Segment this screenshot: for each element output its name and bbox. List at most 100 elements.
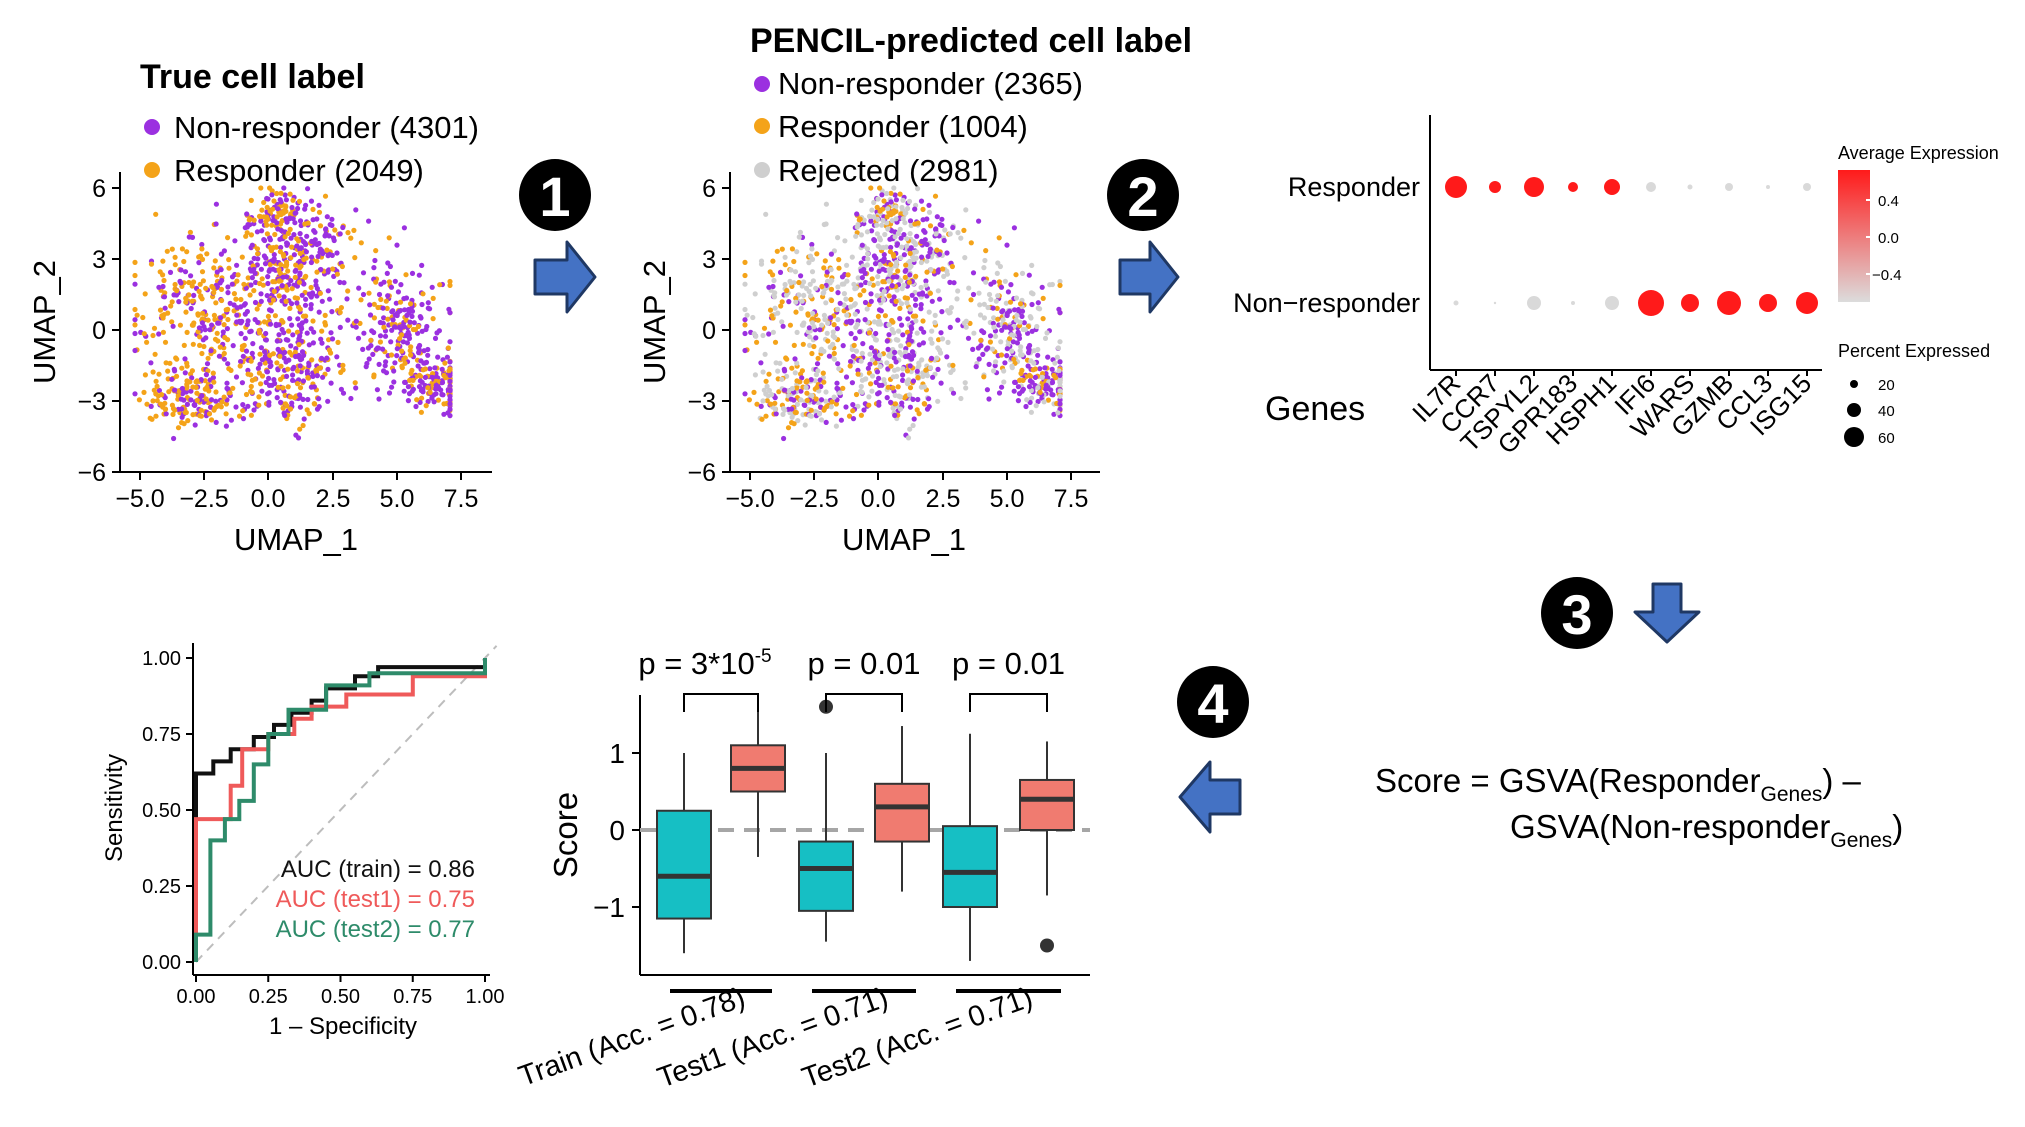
umap-point <box>204 361 211 367</box>
umap-point <box>261 214 267 220</box>
umap-point <box>818 383 824 390</box>
dotplot-gene-labels: IL7RCCR7TSPYL2GPR183HSPH1IFI6WARSGZMBCCL… <box>1406 368 1817 460</box>
umap-point <box>258 298 264 304</box>
umap-point <box>871 253 878 259</box>
significance-bracket <box>825 693 903 712</box>
umap-point <box>166 389 172 395</box>
roc-ticks: 0.00 0.25 0.50 0.75 1.001.000.750.500.250.00 <box>142 648 504 1008</box>
umap-point <box>827 344 833 350</box>
umap-point <box>1013 295 1020 301</box>
umap-point <box>224 380 230 386</box>
umap-point <box>809 256 816 262</box>
umap-point <box>814 384 820 390</box>
umap-point <box>950 362 956 368</box>
umap-point <box>840 343 846 349</box>
umap-point <box>865 256 871 262</box>
umap-point <box>880 217 886 224</box>
umap-point <box>991 368 997 374</box>
umap-point <box>947 231 953 237</box>
umap-point <box>203 285 209 291</box>
umap-point <box>833 423 840 429</box>
umap-point <box>926 209 933 215</box>
step-4-marker: 4 <box>1177 666 1249 738</box>
umap-point <box>914 330 920 336</box>
umap-point <box>848 358 854 365</box>
umap-point <box>266 382 273 388</box>
significance-bracket <box>683 693 759 712</box>
umap-point <box>294 381 301 387</box>
umap-point <box>405 329 411 335</box>
umap-point <box>234 278 240 284</box>
umap-point <box>309 254 315 260</box>
umap-point <box>282 263 288 269</box>
umap-point <box>922 401 928 407</box>
umap-point <box>1011 388 1017 394</box>
umap-point <box>132 306 138 313</box>
umap-point <box>934 355 940 361</box>
legend-colorbar-tick: 0.0 <box>1878 230 1899 247</box>
umap-point <box>920 340 927 346</box>
umap-point <box>211 379 217 385</box>
umap-point <box>835 235 841 241</box>
umap-point <box>810 278 817 284</box>
umap-point <box>245 222 251 228</box>
umap-xtick-label: 0.0 <box>251 485 286 513</box>
umap-point <box>742 272 748 279</box>
umap-point <box>804 378 810 385</box>
umap-point <box>806 325 813 331</box>
umap-point <box>742 281 748 287</box>
umap-point <box>1016 391 1023 397</box>
umap-point <box>763 413 769 419</box>
umap-point <box>999 309 1005 315</box>
umap-point <box>764 383 770 389</box>
umap-point <box>858 282 864 288</box>
umap-point <box>337 279 343 285</box>
umap-point <box>874 293 880 299</box>
umap-point <box>862 376 868 382</box>
umap-point <box>985 304 991 311</box>
dotplot-dot <box>1646 182 1656 192</box>
umap-point <box>149 416 155 422</box>
umap-point <box>1026 372 1033 378</box>
umap-point <box>903 267 909 273</box>
umap-point <box>907 231 913 237</box>
umap-point <box>869 373 876 379</box>
umap-point <box>316 396 322 402</box>
umap-point <box>884 395 890 401</box>
umap-point <box>804 397 810 403</box>
umap-point <box>292 274 298 280</box>
umap-point <box>386 279 392 285</box>
umap-point <box>913 241 919 248</box>
umap-point <box>899 400 905 406</box>
umap-point <box>427 366 433 372</box>
umap-point <box>316 202 322 208</box>
umap-point <box>256 330 263 336</box>
p-value-label: p = 0.01 <box>808 646 921 681</box>
umap-point <box>289 301 295 307</box>
umap-point <box>763 378 769 384</box>
step-4-circle <box>1177 666 1249 738</box>
umap-point <box>976 356 982 362</box>
umap-point <box>888 190 894 196</box>
umap-point <box>788 267 794 273</box>
umap-point <box>389 327 395 333</box>
umap-point <box>402 307 408 313</box>
umap-point <box>209 322 215 328</box>
umap-point <box>947 324 953 330</box>
umap-xtick-label: −5.0 <box>725 485 774 513</box>
umap-point <box>285 230 291 236</box>
umap-point <box>898 278 904 284</box>
umap-point <box>208 383 214 390</box>
umap-point <box>132 330 138 337</box>
umap-point <box>910 422 916 429</box>
umap-point <box>941 237 947 244</box>
arrow-right-icon <box>1118 240 1180 314</box>
umap-point <box>257 361 263 367</box>
umap-point <box>868 298 874 304</box>
umap-point <box>822 258 828 264</box>
umap-point <box>965 335 972 341</box>
umap-point <box>948 305 955 311</box>
umap-point <box>269 222 275 228</box>
umap-point <box>866 402 872 408</box>
umap-point <box>308 259 314 266</box>
